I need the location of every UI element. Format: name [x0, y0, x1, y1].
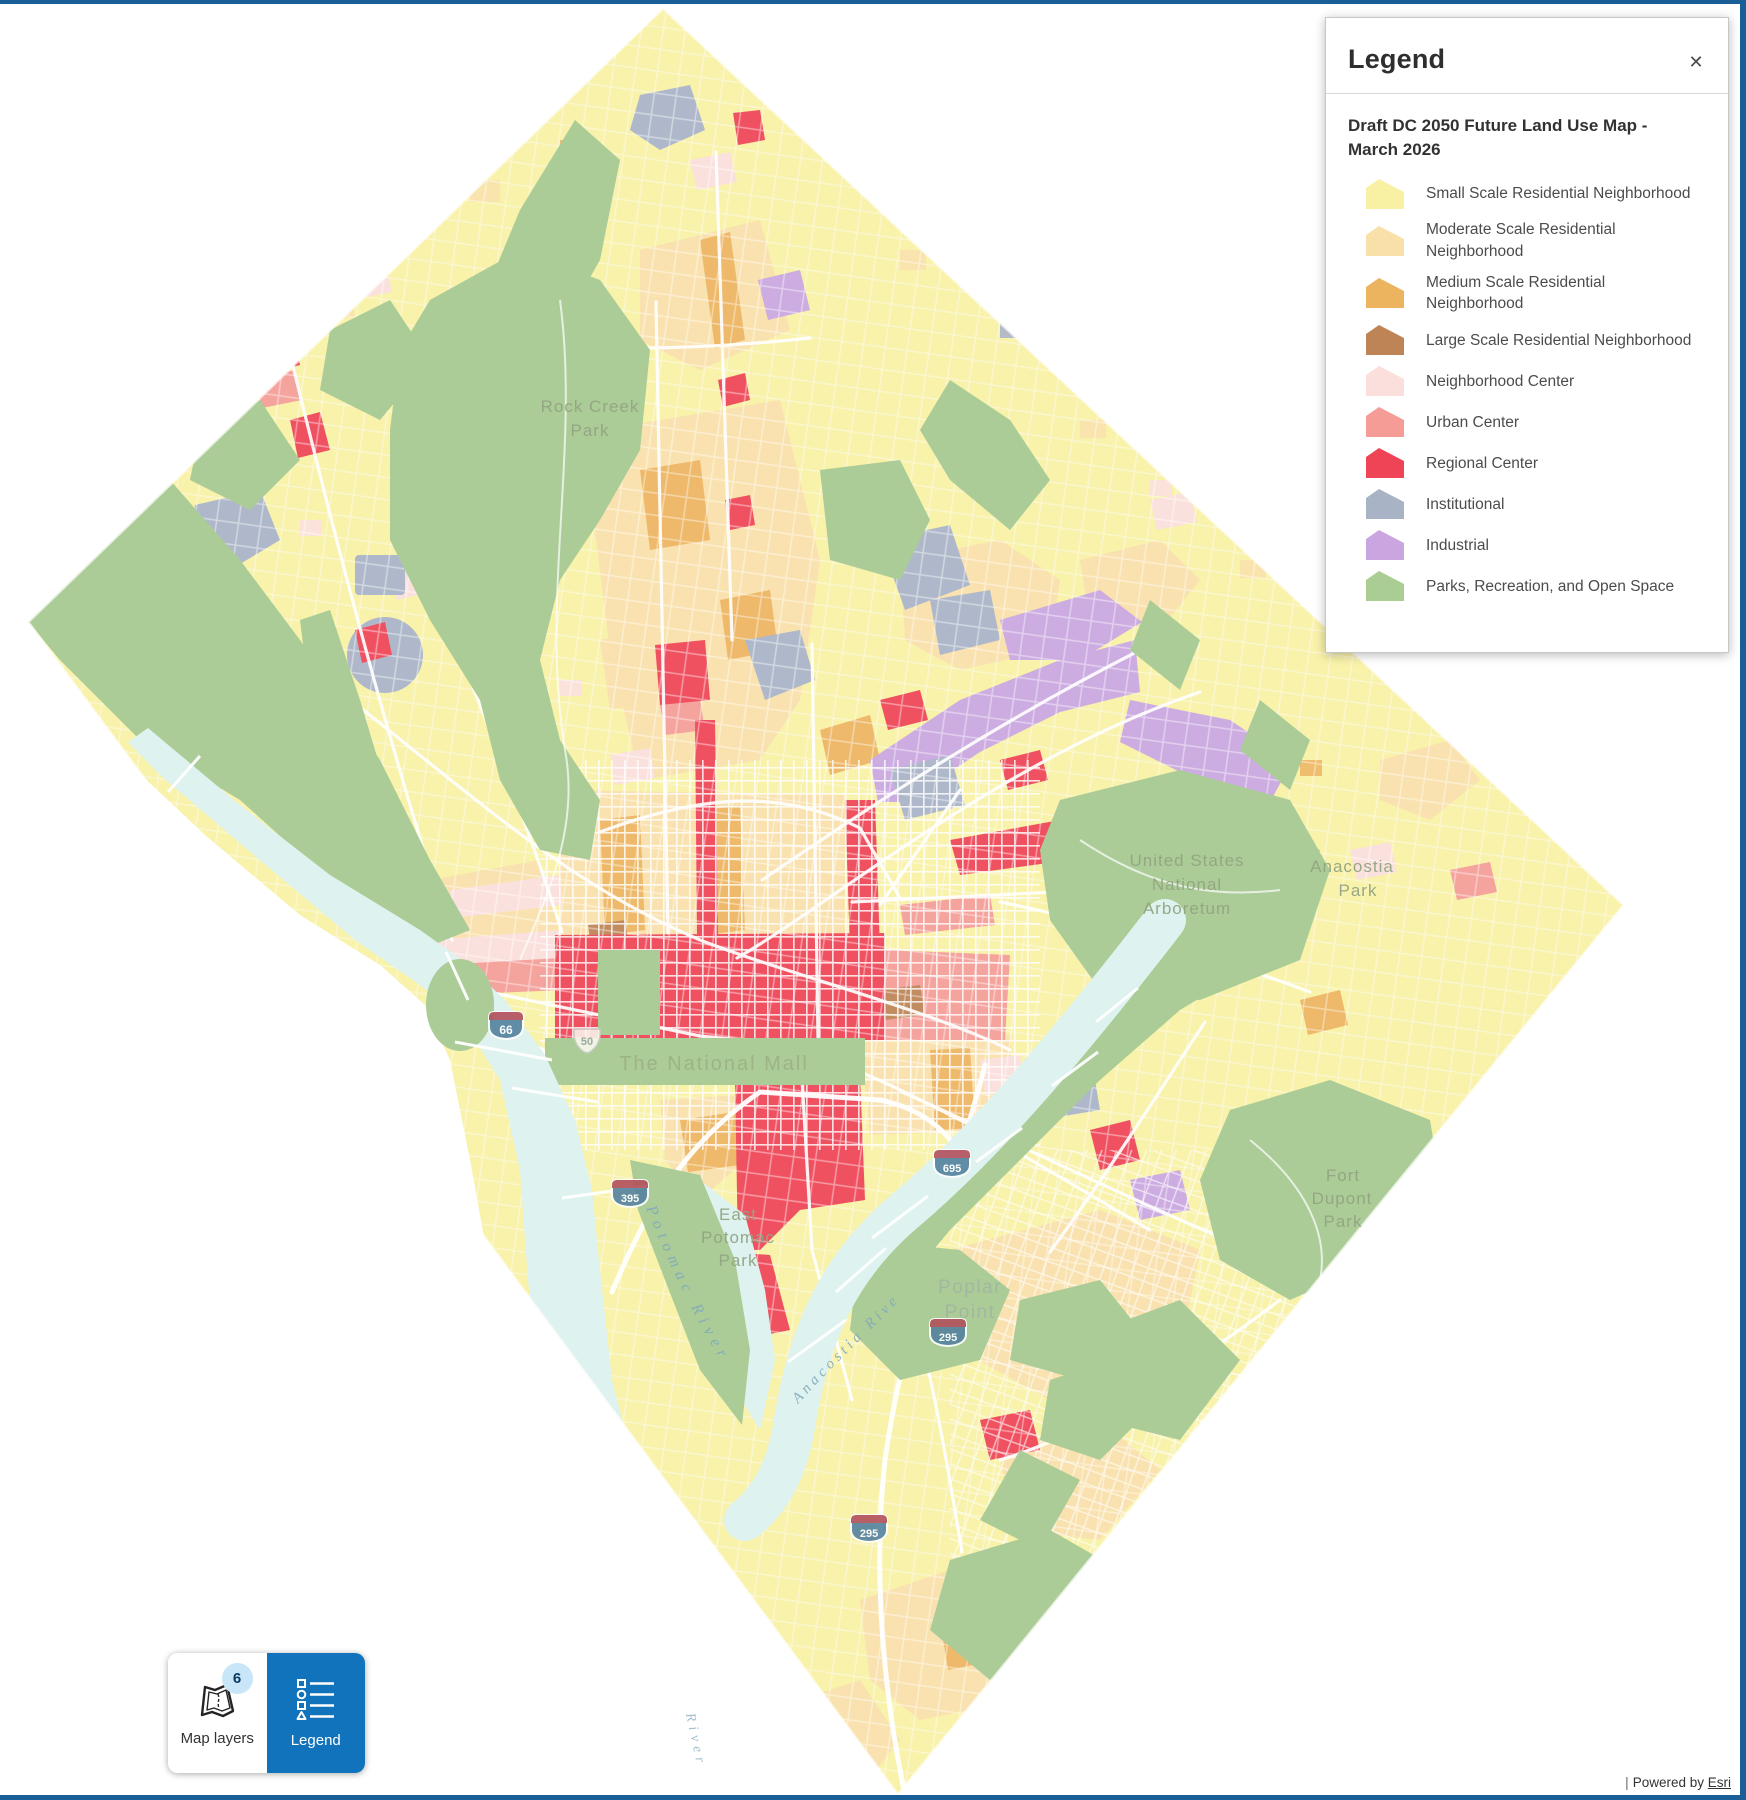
window-border-bottom — [0, 1795, 1746, 1800]
svg-text:695: 695 — [943, 1163, 961, 1175]
east-potomac-park-label: Park — [719, 1251, 758, 1270]
potomac-river-lower-label: River — [682, 1711, 703, 1769]
esri-link[interactable]: Esri — [1707, 1775, 1731, 1790]
legend-item-label: Moderate Scale Residential Neighborhood — [1426, 221, 1616, 260]
park-labels: Rock Creek Park United States National A… — [541, 397, 1394, 1323]
window-border-top — [0, 0, 1746, 4]
legend-item-label: Large Scale Residential Neighborhood — [1426, 331, 1692, 349]
legend-panel-title: Legend — [1348, 44, 1446, 74]
legend-item: Moderate Scale Residential Neighborhood — [1366, 219, 1708, 262]
layers-count-badge: 6 — [221, 1663, 253, 1694]
map-layers-button[interactable]: 6 Map layers — [168, 1653, 267, 1773]
legend-item-label: Medium Scale Residential Neighborhood — [1426, 274, 1606, 313]
svg-text:295: 295 — [860, 1528, 878, 1540]
legend-item-label: Small Scale Residential Neighborhood — [1426, 185, 1691, 203]
interstate-shield-295: 295 — [929, 1318, 967, 1348]
powered-by-text: Powered by — [1632, 1775, 1704, 1790]
layers-toolbar: 6 Map layers Legend — [168, 1653, 365, 1773]
legend-item: Urban Center — [1366, 407, 1708, 438]
east-potomac-park-label: Potomac — [701, 1228, 775, 1247]
east-potomac-park-label: East — [719, 1205, 757, 1224]
legend-item: Medium Scale Residential Neighborhood — [1366, 272, 1708, 315]
legend-item-label: Neighborhood Center — [1426, 372, 1575, 390]
interstate-shield-395: 395 — [611, 1179, 649, 1209]
svg-text:River: River — [682, 1711, 708, 1769]
arboretum-label: Arboretum — [1143, 899, 1231, 918]
interstate-shield-295-south: 295 — [850, 1514, 888, 1544]
fort-dupont-label: Fort — [1326, 1166, 1360, 1185]
legend-panel-header: Legend ✕ — [1326, 18, 1728, 94]
attribution-separator: | — [1625, 1775, 1629, 1790]
svg-text:295: 295 — [939, 1332, 957, 1344]
close-icon[interactable]: ✕ — [1682, 48, 1710, 76]
legend-swatch — [1366, 278, 1404, 309]
legend-swatch — [1366, 366, 1404, 397]
map-layers-label: Map layers — [180, 1730, 254, 1747]
legend-map-title-line2: March 2026 — [1348, 140, 1441, 160]
legend-button[interactable]: Legend — [266, 1653, 365, 1773]
legend-swatch — [1366, 448, 1404, 479]
legend-item: Industrial — [1366, 530, 1708, 561]
legend-item-label: Urban Center — [1426, 413, 1520, 431]
us-route-shield-50: 50 — [573, 1028, 601, 1054]
interstate-shield-66: 66 — [488, 1011, 524, 1041]
legend-item: Small Scale Residential Neighborhood — [1366, 178, 1708, 209]
legend-swatch — [1366, 530, 1404, 561]
poplar-point-label: Point — [945, 1302, 996, 1323]
anacostia-park-label: Park — [1339, 881, 1378, 900]
svg-text:395: 395 — [621, 1193, 639, 1205]
svg-text:66: 66 — [499, 1023, 513, 1037]
attribution-bar: | Powered by Esri — [1619, 1773, 1737, 1793]
legend-item: Institutional — [1366, 489, 1708, 520]
legend-map-title: Draft DC 2050 Future Land Use Map - Marc… — [1348, 114, 1708, 162]
anacostia-park-label: Anacostia — [1310, 857, 1394, 876]
arboretum-label: National — [1152, 875, 1222, 894]
fort-dupont-label: Dupont — [1312, 1189, 1373, 1208]
legend-item-label: Industrial — [1426, 536, 1489, 554]
legend-swatch — [1366, 225, 1404, 256]
legend-panel: Legend ✕ Draft DC 2050 Future Land Use M… — [1325, 17, 1729, 653]
legend-item: Parks, Recreation, and Open Space — [1366, 571, 1708, 602]
arboretum-label: United States — [1129, 851, 1244, 870]
legend-swatch — [1366, 571, 1404, 602]
window-border-right — [1740, 0, 1746, 1800]
national-mall-label: The National Mall — [619, 1053, 809, 1075]
legend-item: Neighborhood Center — [1366, 366, 1708, 397]
legend-panel-body: Draft DC 2050 Future Land Use Map - Marc… — [1326, 94, 1728, 622]
legend-icon — [296, 1679, 334, 1720]
rock-creek-park-label: Rock Creek — [541, 397, 640, 416]
legend-map-title-line1: Draft DC 2050 Future Land Use Map - — [1348, 116, 1648, 135]
legend-swatch — [1366, 178, 1404, 209]
poplar-point-label: Poplar — [938, 1277, 1002, 1298]
legend-item-label: Institutional — [1426, 495, 1505, 513]
rock-creek-park-label: Park — [571, 421, 610, 440]
legend-button-label: Legend — [290, 1732, 341, 1749]
legend-item: Regional Center — [1366, 448, 1708, 479]
legend-swatch — [1366, 489, 1404, 520]
map-layers-icon — [201, 1683, 235, 1718]
fort-dupont-label: Park — [1324, 1212, 1363, 1231]
legend-item: Large Scale Residential Neighborhood — [1366, 325, 1708, 356]
svg-text:50: 50 — [581, 1036, 593, 1048]
interstate-shield-695: 695 — [933, 1149, 971, 1179]
legend-item-label: Parks, Recreation, and Open Space — [1426, 577, 1675, 595]
legend-item-label: Regional Center — [1426, 454, 1539, 472]
legend-swatch — [1366, 407, 1404, 438]
highway-shields: 66 395 695 295 295 — [488, 1011, 971, 1544]
legend-swatch — [1366, 325, 1404, 356]
